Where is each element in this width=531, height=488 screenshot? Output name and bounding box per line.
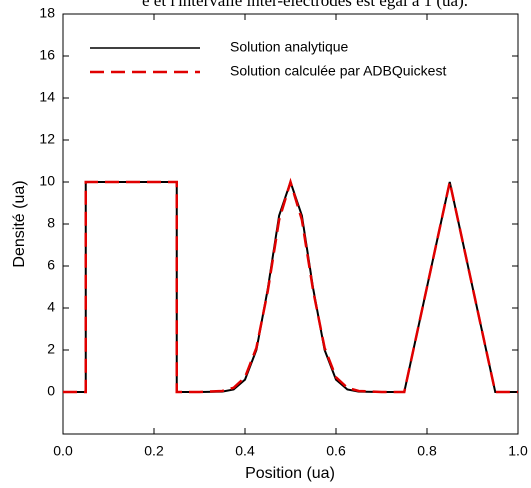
- x-axis-label: Position (ua): [245, 465, 335, 482]
- y-tick-label: 6: [47, 257, 55, 273]
- y-axis-label: Densité (ua): [11, 180, 28, 267]
- y-tick-label: 14: [39, 89, 55, 105]
- x-tick-label: 1.0: [508, 443, 528, 459]
- legend-label: Solution calculée par ADBQuickest: [230, 63, 446, 79]
- legend-label: Solution analytique: [230, 39, 349, 55]
- y-tick-label: 0: [47, 383, 55, 399]
- x-tick-label: 0.4: [235, 443, 255, 459]
- x-tick-label: 0.8: [417, 443, 437, 459]
- y-tick-label: 4: [47, 299, 55, 315]
- y-tick-label: 10: [39, 173, 55, 189]
- y-tick-label: 16: [39, 47, 55, 63]
- x-tick-label: 0.2: [144, 443, 164, 459]
- series-line: [63, 178, 518, 393]
- series-line: [63, 177, 518, 394]
- chart-title: e et l'intervalle inter-électrodes est é…: [142, 0, 468, 10]
- x-tick-label: 0.0: [53, 443, 73, 459]
- y-tick-label: 2: [47, 341, 55, 357]
- y-tick-label: 8: [47, 215, 55, 231]
- y-tick-label: 18: [39, 5, 55, 21]
- y-tick-label: 12: [39, 131, 55, 147]
- x-tick-label: 0.6: [326, 443, 346, 459]
